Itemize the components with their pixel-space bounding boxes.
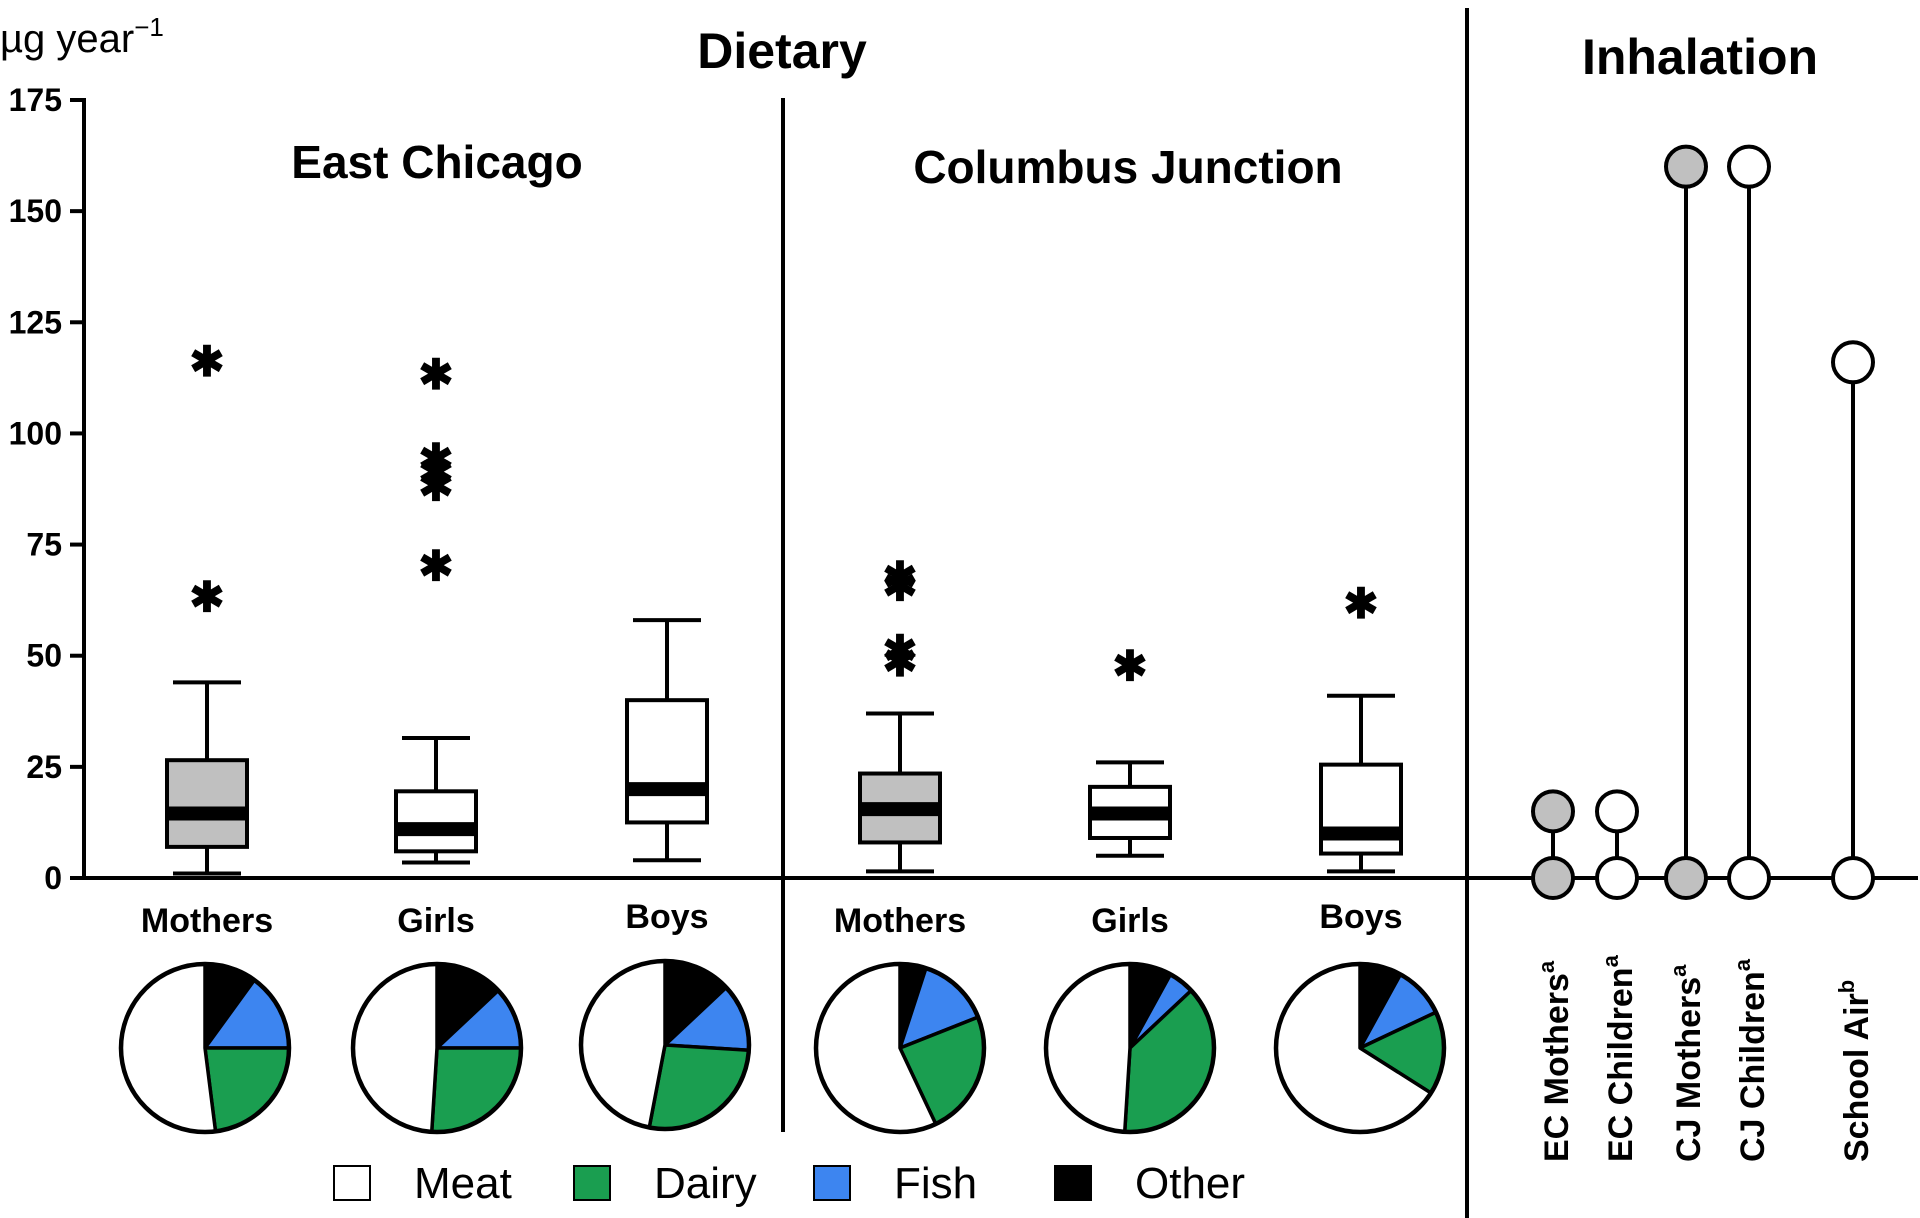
legend-label: Meat bbox=[414, 1159, 512, 1208]
outlier-marker: ✱ bbox=[882, 638, 917, 685]
pie-chart bbox=[350, 961, 524, 1135]
inhalation-label: EC Childrena bbox=[1598, 954, 1640, 1162]
legend-swatch bbox=[813, 1165, 851, 1201]
pie-outline bbox=[350, 961, 524, 1135]
low-point bbox=[1727, 856, 1771, 900]
box-plot: ✱✱✱✱ bbox=[858, 553, 942, 874]
y-tick-label: 50 bbox=[26, 638, 62, 674]
y-tick-label: 125 bbox=[9, 304, 62, 340]
y-tick-label: 175 bbox=[9, 82, 62, 118]
y-axis-unit-exponent: −1 bbox=[134, 12, 164, 42]
pie-chart bbox=[1273, 961, 1447, 1135]
high-point bbox=[1531, 789, 1575, 834]
east-chicago-title: East Chicago bbox=[291, 136, 582, 188]
pie-slice-meat bbox=[579, 959, 667, 1130]
y-ticks: 0 25 50 75 100 125 150 175 bbox=[9, 82, 84, 896]
box-plot bbox=[625, 618, 709, 863]
legend-label: Fish bbox=[894, 1159, 977, 1208]
pie-outline bbox=[1043, 961, 1217, 1135]
group-labels: Mothers Girls Boys Mothers Girls Boys bbox=[141, 898, 1403, 940]
low-point bbox=[1595, 856, 1639, 900]
group-label: Boys bbox=[625, 898, 708, 936]
box-plot: ✱ bbox=[1319, 580, 1403, 874]
pie-chart bbox=[813, 961, 987, 1135]
inhalation-label: School Airb bbox=[1834, 980, 1876, 1162]
legend-swatch bbox=[1054, 1165, 1092, 1201]
box-plot: ✱✱ bbox=[165, 338, 249, 876]
dietary-title: Dietary bbox=[697, 23, 867, 79]
inhalation-label: CJ Mothersa bbox=[1666, 964, 1708, 1162]
pie-chart bbox=[118, 961, 292, 1135]
group-label: Girls bbox=[397, 902, 474, 940]
legend-label: Other bbox=[1135, 1159, 1245, 1208]
box-plot: ✱ bbox=[1088, 642, 1172, 858]
inhalation-series: EC Mothersa EC Childrena CJ Mothersa CJ Chi… bbox=[1531, 144, 1876, 1162]
outlier-marker: ✱ bbox=[882, 627, 917, 674]
columbus-junction-title: Columbus Junction bbox=[913, 141, 1342, 193]
group-label: Mothers bbox=[834, 902, 966, 940]
iqr-box bbox=[165, 758, 249, 849]
outlier-marker: ✱ bbox=[418, 351, 453, 398]
pie-outline bbox=[813, 961, 987, 1135]
inhalation-item: EC Childrena bbox=[1595, 789, 1640, 1162]
outlier-marker: ✱ bbox=[418, 449, 453, 496]
outlier-marker: ✱ bbox=[418, 436, 453, 483]
y-tick-label: 150 bbox=[9, 193, 62, 229]
pie-slice-meat bbox=[351, 962, 439, 1134]
outlier-marker: ✱ bbox=[418, 542, 453, 589]
iqr-box bbox=[394, 789, 478, 854]
legend: Meat Dairy Fish Other bbox=[333, 1159, 1245, 1208]
pie-outline bbox=[578, 958, 752, 1132]
outlier-marker: ✱ bbox=[882, 562, 917, 609]
high-point bbox=[1595, 789, 1639, 834]
outlier-marker: ✱ bbox=[189, 338, 224, 385]
pie-slice-meat bbox=[119, 962, 218, 1134]
pie-chart bbox=[1043, 961, 1217, 1135]
y-axis-unit-text: µg year bbox=[0, 17, 134, 61]
high-point bbox=[1727, 144, 1771, 189]
outlier-marker: ✱ bbox=[882, 553, 917, 600]
pie-chart bbox=[578, 958, 752, 1132]
pie-outline bbox=[1273, 961, 1447, 1135]
group-label: Girls bbox=[1091, 902, 1168, 940]
inhalation-label: CJ Childrena bbox=[1730, 958, 1772, 1162]
pie-slice-meat bbox=[1044, 962, 1132, 1134]
group-label: Boys bbox=[1319, 898, 1402, 936]
box-plot: ✱✱✱✱✱ bbox=[394, 351, 478, 865]
y-tick-label: 100 bbox=[9, 415, 62, 451]
inhalation-item: School Airb bbox=[1831, 340, 1876, 1162]
y-tick-label: 75 bbox=[26, 527, 62, 563]
outlier-marker: ✱ bbox=[1343, 580, 1378, 627]
outlier-marker: ✱ bbox=[418, 462, 453, 509]
pie-outline bbox=[118, 961, 292, 1135]
y-axis-unit: µg year−1 bbox=[0, 12, 164, 61]
inhalation-item: CJ Mothersa bbox=[1664, 144, 1708, 1162]
group-label: Mothers bbox=[141, 902, 273, 940]
y-tick-label: 25 bbox=[26, 749, 62, 785]
iqr-box bbox=[625, 698, 709, 825]
high-point bbox=[1831, 340, 1875, 385]
inhalation-title: Inhalation bbox=[1582, 29, 1818, 85]
low-point bbox=[1664, 856, 1708, 900]
inhalation-label: EC Mothersa bbox=[1534, 960, 1576, 1162]
outlier-marker: ✱ bbox=[1112, 642, 1147, 689]
low-point bbox=[1831, 856, 1875, 900]
box-plots: ✱✱✱✱✱✱✱✱✱✱✱✱✱ bbox=[165, 338, 1403, 876]
pie-charts bbox=[118, 958, 1447, 1135]
y-tick-label: 0 bbox=[44, 860, 62, 896]
low-point bbox=[1531, 856, 1575, 900]
inhalation-item: EC Mothersa bbox=[1531, 789, 1576, 1162]
legend-swatch bbox=[333, 1165, 371, 1201]
legend-label: Dairy bbox=[654, 1159, 757, 1208]
outlier-marker: ✱ bbox=[189, 573, 224, 620]
inhalation-item: CJ Childrena bbox=[1727, 144, 1772, 1162]
legend-swatch bbox=[573, 1165, 611, 1201]
high-point bbox=[1664, 144, 1708, 189]
